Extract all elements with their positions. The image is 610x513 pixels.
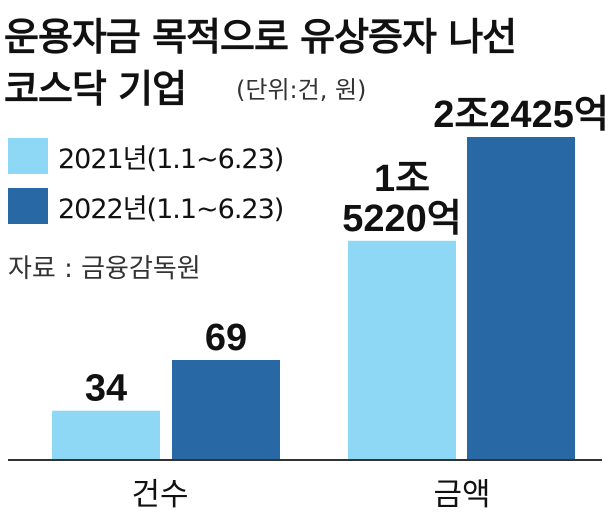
legend-label-2022: 2022년(1.1~6.23): [58, 193, 284, 225]
data-label-0-1: 69: [205, 317, 247, 359]
bar-1-0: [348, 240, 456, 460]
data-label-0-0: 34: [85, 368, 127, 410]
unit-note: (단위:건, 원): [236, 76, 367, 104]
category-label-1: 금액: [433, 477, 490, 513]
chart-title-line2: 코스닥 기업: [4, 67, 187, 111]
data-label-1-1: 2조2425억: [433, 94, 609, 136]
legend-swatch-2021: [8, 138, 48, 174]
data-label-1-0: 1조: [374, 158, 430, 200]
bar-0-1: [172, 360, 280, 460]
legend-label-2021: 2021년(1.1~6.23): [58, 143, 284, 175]
legend-item-2021: 2021년(1.1~6.23): [8, 138, 284, 175]
source-note: 자료 : 금융감독원: [8, 254, 201, 284]
legend-swatch-2022: [8, 188, 48, 224]
legend-item-2022: 2022년(1.1~6.23): [8, 188, 284, 225]
bar-1-1: [467, 137, 575, 460]
chart-title: 운용자금 목적으로 유상증자 나선: [4, 15, 517, 59]
bar-0-0: [52, 410, 160, 460]
data-label-1-0: 5220억: [342, 198, 462, 240]
category-label-0: 건수: [131, 477, 188, 513]
